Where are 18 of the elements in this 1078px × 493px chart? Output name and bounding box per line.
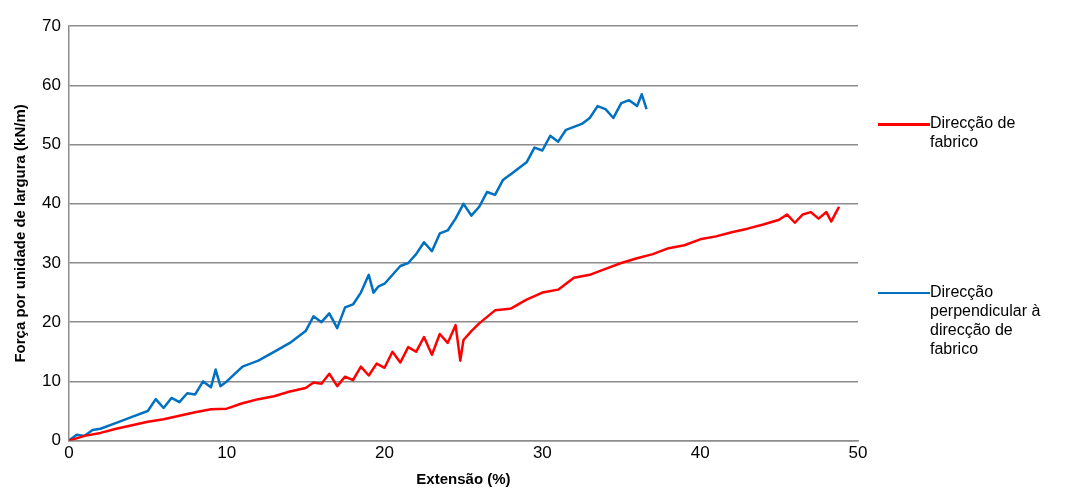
x-tick-label: 10 [217, 443, 237, 463]
y-tick-label: 20 [41, 311, 61, 331]
y-tick-label: 0 [51, 430, 61, 450]
legend-label: Direcção de fabrico [930, 113, 1017, 152]
x-tick-label: 20 [375, 443, 395, 463]
x-tick-label: 30 [532, 443, 552, 463]
y-tick-label: 10 [41, 371, 61, 391]
x-tick-label: 0 [64, 443, 74, 463]
y-axis-title: Força por unidade de largura (kN/m) [11, 104, 29, 363]
x-tick-label: 40 [690, 443, 710, 463]
x-tick-label: 50 [848, 443, 868, 463]
y-tick-label: 60 [41, 75, 61, 95]
y-tick-label: 70 [41, 15, 61, 35]
y-tick-label: 30 [41, 252, 61, 272]
legend-label: Direcção perpendicular à direcção de fabrico [930, 281, 1042, 358]
x-axis-title: Extensão (%) [416, 470, 511, 488]
y-tick-label: 40 [41, 193, 61, 213]
y-tick-label: 50 [41, 134, 61, 154]
